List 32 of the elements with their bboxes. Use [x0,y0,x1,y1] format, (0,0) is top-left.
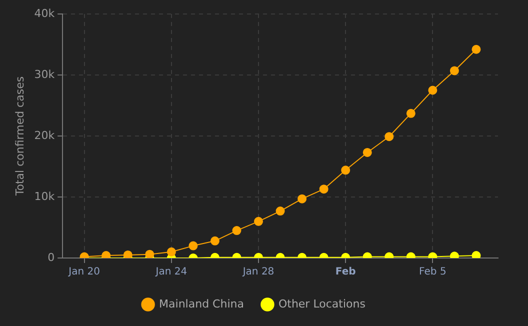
x-tick-label: Jan 24 [154,266,188,278]
point [450,66,459,76]
x-tick-label: Jan 20 [68,266,100,278]
point [298,194,307,204]
point [406,108,416,118]
legend-label: Mainland China [159,297,244,310]
x-tick-label: Jan 28 [242,266,274,278]
y-tick-label: 30k [34,68,56,81]
point [384,132,394,142]
y-tick-label: 0 [48,250,55,264]
y-axis-title: Total confirmed cases [13,76,26,197]
point [166,247,176,256]
legend-label: Other Locations [278,297,366,310]
point [102,251,111,258]
point [232,226,242,236]
point [428,86,438,95]
x-tick-label: Feb 5 [419,266,446,278]
point [254,216,264,226]
point [145,250,154,258]
point [210,236,220,246]
y-tick-label: 40k [34,6,56,20]
y-tick-label: 10k [34,190,56,203]
point [276,206,285,216]
point [123,250,132,258]
point [362,148,372,157]
point [472,44,481,54]
point [341,166,350,175]
point [319,184,328,194]
x-tick-label: Feb [335,266,356,278]
point [188,241,198,250]
point [472,251,481,258]
y-tick-label: 20k [34,128,56,142]
